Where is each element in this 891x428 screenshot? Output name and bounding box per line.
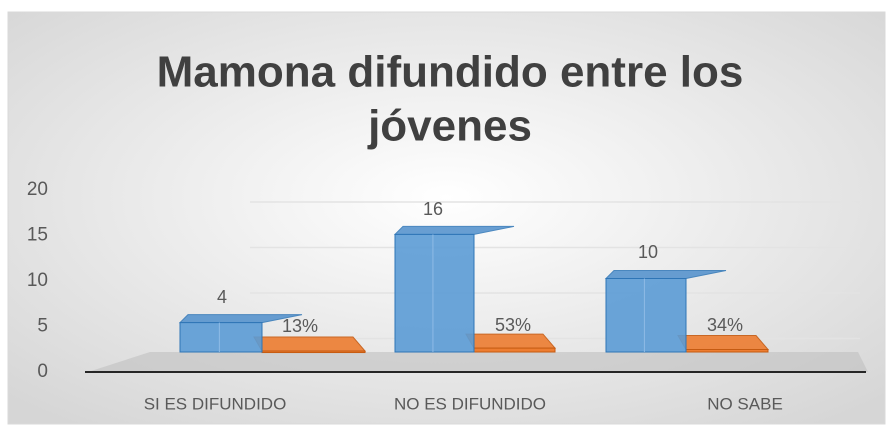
bar-top [677, 335, 770, 351]
chart-title: Mamona difundido entre los [157, 48, 744, 97]
bar [179, 322, 263, 353]
bar [685, 349, 769, 353]
data-label: 34% [707, 315, 743, 335]
bar [605, 278, 687, 353]
y-tick-label: 10 [27, 270, 48, 291]
x-tick-label: NO ES DIFUNDIDO [394, 394, 546, 413]
data-label: 10 [638, 242, 658, 262]
data-label: 16 [423, 199, 443, 219]
y-tick-label: 15 [27, 225, 48, 246]
y-tick-label: 5 [37, 316, 48, 337]
bar-top [465, 333, 557, 349]
bar [473, 347, 556, 353]
x-tick-label: NO SABE [707, 394, 783, 413]
y-tick-label: 0 [37, 361, 48, 382]
data-label: 4 [217, 287, 227, 307]
data-label: 53% [495, 315, 531, 335]
bar-top [253, 336, 367, 352]
chart-title: jóvenes [367, 102, 532, 151]
y-tick-label: 20 [27, 179, 48, 200]
data-label: 13% [282, 316, 318, 336]
floor [88, 352, 868, 372]
x-tick-label: SI ES DIFUNDIDO [144, 394, 287, 413]
bar [394, 233, 475, 353]
bar [261, 350, 366, 354]
